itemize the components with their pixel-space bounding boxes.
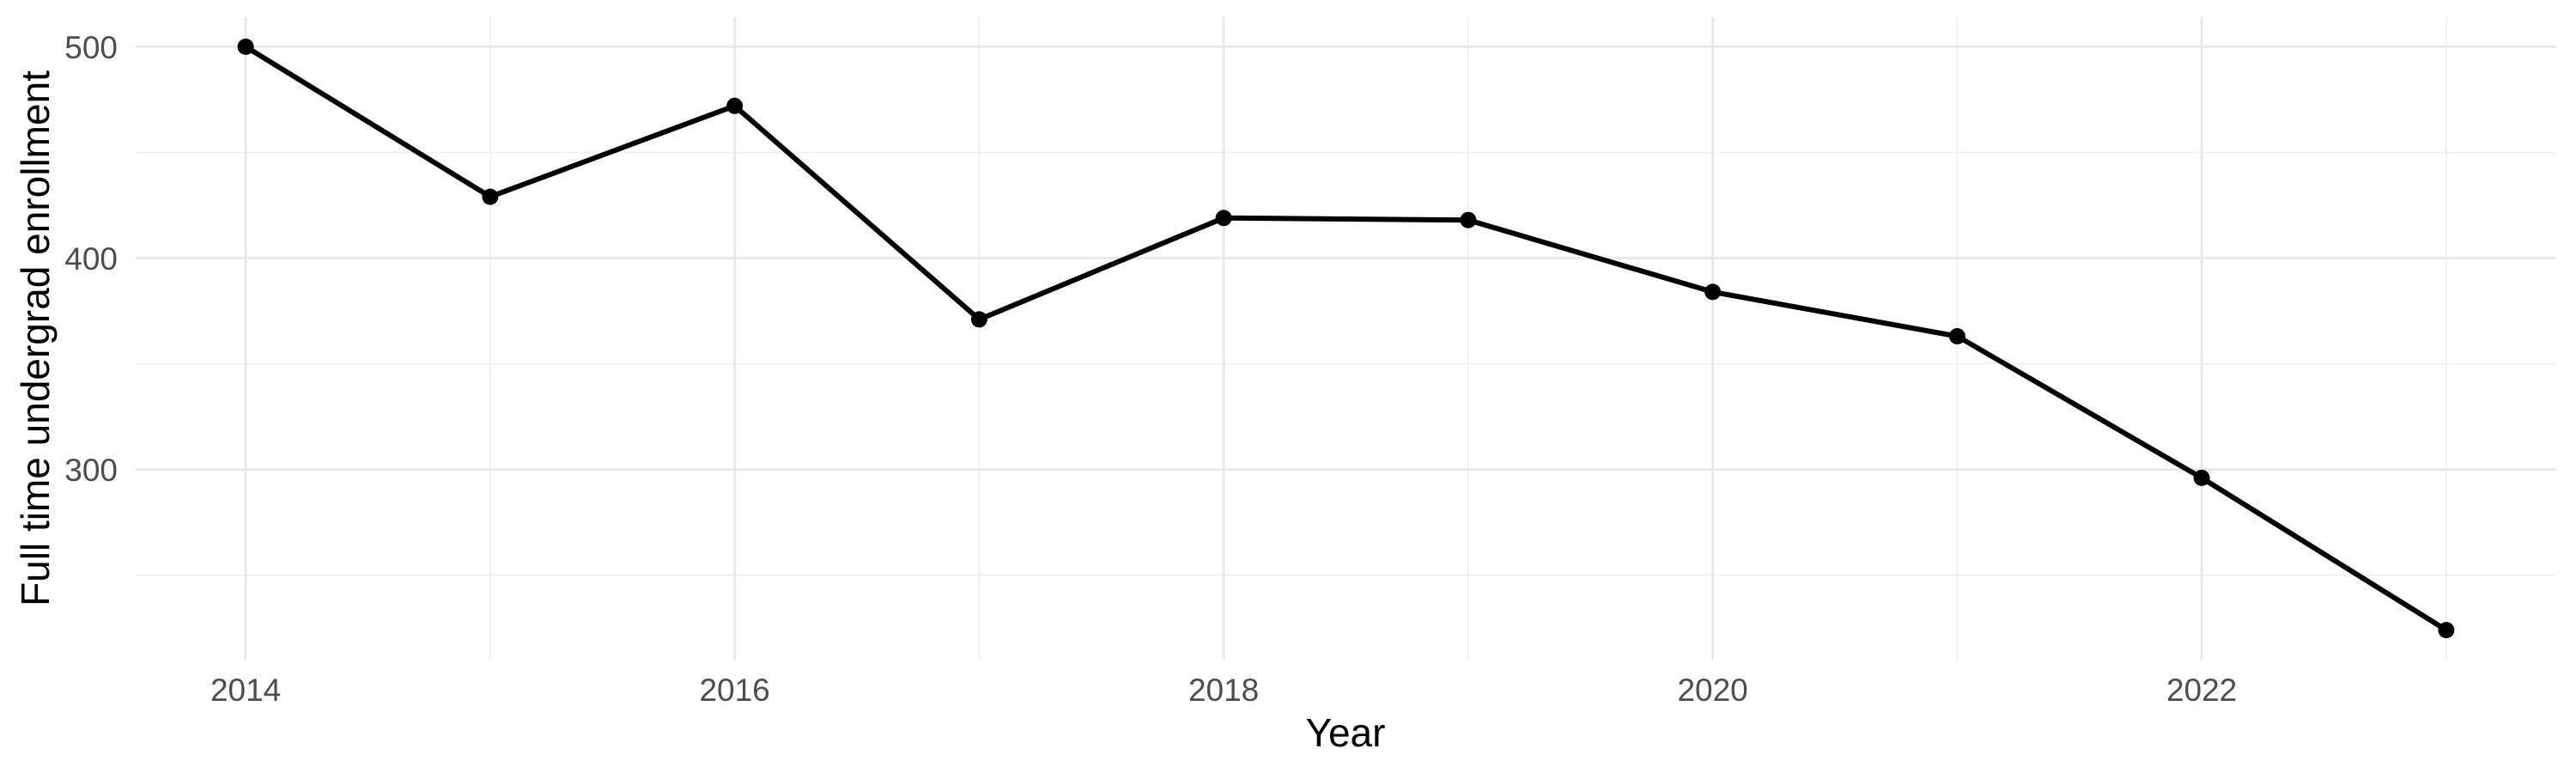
data-point-2020 (1704, 283, 1722, 301)
x-tick-label-2020: 2020 (1677, 673, 1747, 708)
x-tick-label-2014: 2014 (210, 673, 281, 708)
data-point-2023 (2438, 622, 2455, 639)
data-point-2017 (970, 311, 987, 328)
x-tick-label-2016: 2016 (699, 673, 769, 708)
enrollment-line (243, 44, 2449, 633)
data-point-2015 (482, 188, 499, 205)
gridlines-major (136, 17, 2556, 660)
y-tick-label-400: 400 (64, 241, 118, 277)
data-series (237, 38, 2455, 639)
y-tick-label-500: 500 (64, 30, 118, 65)
x-axis-tick-labels: 2014 2016 2018 2020 2022 (210, 673, 2237, 708)
y-axis-title: Full time undergrad enrollment (13, 70, 58, 606)
y-axis-tick-labels: 300 400 500 (64, 30, 118, 488)
y-tick-label-300: 300 (64, 453, 118, 488)
x-tick-label-2022: 2022 (2166, 673, 2237, 708)
x-tick-label-2018: 2018 (1188, 673, 1259, 708)
gridlines-minor (136, 17, 2556, 660)
data-point-2016 (726, 97, 744, 114)
data-point-2018 (1215, 210, 1232, 227)
data-point-2022 (2193, 469, 2210, 486)
x-axis-title: Year (1306, 710, 1386, 755)
data-point-2021 (1948, 328, 1965, 344)
data-point-2019 (1460, 211, 1477, 228)
data-point-2014 (237, 38, 254, 55)
